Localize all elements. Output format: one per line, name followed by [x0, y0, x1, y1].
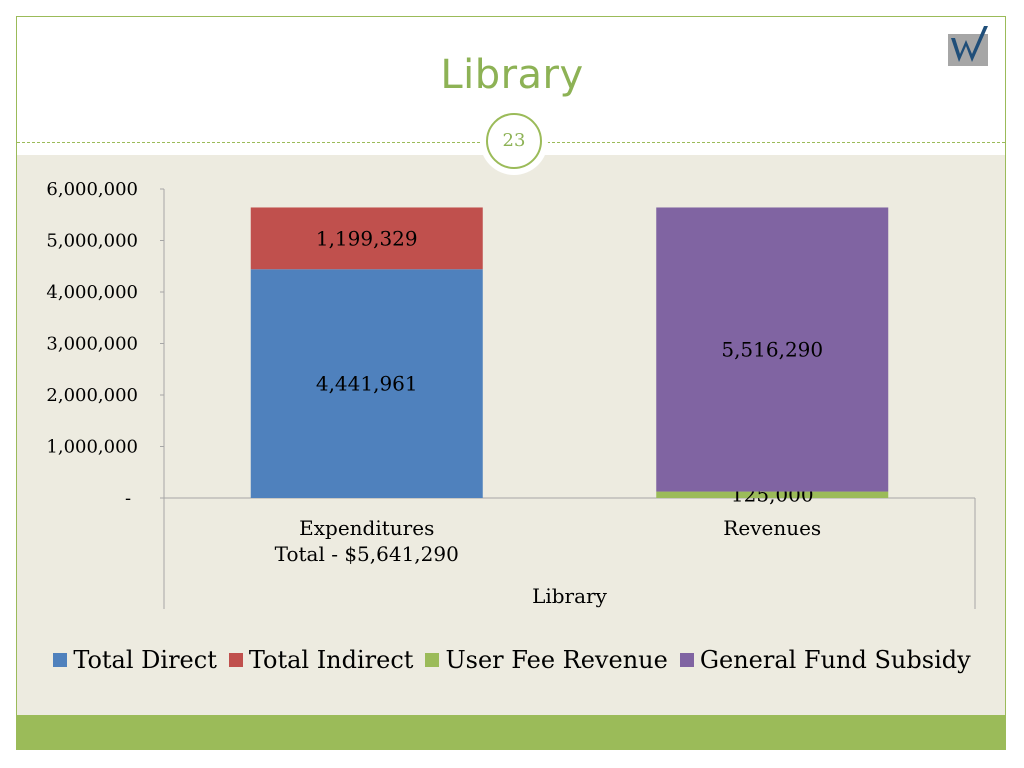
data-label: 1,199,329: [316, 226, 418, 250]
y-tick-label: 3,000,000: [46, 334, 138, 355]
bar-segment: [250, 207, 483, 270]
category-label: Total - $5,641,290: [275, 542, 459, 566]
w-logo-icon: [948, 24, 990, 68]
legend-swatch: [228, 653, 243, 667]
legend-item: General Fund Subsidy: [679, 646, 971, 674]
stacked-bar-chart: - 1,000,000 2,000,000 3,000,000 4,000,000 5,0…: [46, 179, 976, 609]
category-label: Expenditures: [299, 516, 434, 540]
bar-segment: [656, 491, 889, 498]
page-number-circle: [486, 113, 542, 169]
legend-swatch: [679, 653, 694, 667]
legend-label: Total Indirect: [248, 646, 414, 674]
bar-segment: [656, 207, 889, 492]
chart-legend: Total Direct Total Indirect User Fee Reven…: [0, 646, 1024, 674]
page-number: 23: [502, 130, 526, 151]
footer-bar: [17, 715, 1005, 749]
legend-swatch: [53, 653, 68, 667]
y-tick-label: 4,000,000: [46, 282, 138, 303]
legend-item: Total Indirect: [228, 646, 414, 674]
y-tick-label: -: [125, 488, 131, 509]
y-tick-label: 1,000,000: [46, 437, 138, 458]
legend-item: Total Direct: [53, 646, 217, 674]
y-tick-label: 5,000,000: [46, 231, 138, 252]
bar-segment: [250, 269, 483, 498]
slide-title: Library: [440, 52, 584, 98]
y-tick-label: 6,000,000: [46, 179, 138, 200]
legend-label: User Fee Revenue: [445, 646, 668, 674]
x-axis-title: Library: [532, 584, 608, 608]
legend-label: Total Direct: [73, 646, 217, 674]
legend-label: General Fund Subsidy: [699, 646, 971, 674]
y-tick-label: 2,000,000: [46, 385, 138, 406]
legend-item: User Fee Revenue: [425, 646, 668, 674]
legend-swatch: [425, 653, 440, 667]
data-label: 4,441,961: [316, 372, 418, 396]
category-label: Revenues: [723, 516, 821, 540]
data-label: 5,516,290: [721, 338, 823, 362]
